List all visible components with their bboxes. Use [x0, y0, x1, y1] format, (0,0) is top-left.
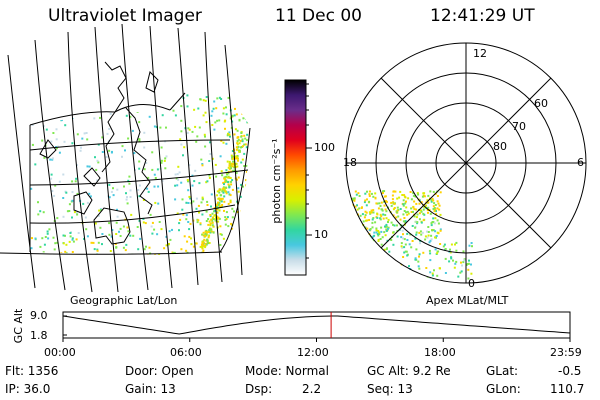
geographic-map [0, 23, 251, 293]
status-glat-value: -0.5 [558, 364, 582, 378]
colorbar-ticks [306, 83, 312, 259]
colorbar-tick-10: 10 [314, 228, 328, 241]
altitude-ytick-1-8: 1.8 [30, 329, 48, 342]
status-ip: IP: 36.0 [5, 382, 51, 396]
polar-mlt-12: 12 [473, 47, 487, 60]
status-glon-label: GLon: [486, 382, 521, 396]
status-mode: Mode: Normal [245, 364, 329, 378]
status-door: Door: Open [125, 364, 194, 378]
polar-mlt-18: 18 [343, 156, 357, 169]
altitude-ylabel: GC Alt [12, 308, 25, 344]
polar-mlt-0: 0 [468, 277, 475, 290]
altitude-curve [62, 315, 571, 335]
polar-plot-label: Apex MLat/MLT [426, 294, 509, 307]
map-meridians [7, 23, 243, 293]
altitude-ytick-9: 9.0 [30, 309, 48, 322]
left-map-label: Geographic Lat/Lon [70, 294, 178, 307]
altitude-ticks [62, 315, 571, 342]
altitude-xtick-0000: 00:00 [44, 346, 76, 359]
altitude-xtick-0600: 06:00 [170, 346, 202, 359]
polar-emission-dots [346, 190, 473, 282]
colorbar-rect [284, 79, 307, 276]
polar-mlt-6: 6 [577, 156, 584, 169]
header-time: 12:41:29 UT [430, 6, 535, 26]
polar-lat-70: 70 [512, 120, 526, 133]
polar-lat-80: 80 [493, 140, 507, 153]
status-glat-label: GLat: [486, 364, 519, 378]
status-seq: Seq: 13 [367, 382, 413, 396]
map-coastlines [39, 61, 159, 245]
status-dsp-label: Dsp: [245, 382, 273, 396]
altitude-plot [62, 311, 571, 342]
status-gain: Gain: 13 [125, 382, 176, 396]
polar-plot [345, 42, 587, 284]
colorbar-label: photon cm⁻²s⁻¹ [270, 138, 283, 224]
polar-lat-60: 60 [534, 97, 548, 110]
status-gc-alt: GC Alt: 9.2 Re [367, 364, 451, 378]
polar-grid [345, 42, 587, 284]
altitude-xtick-1200: 12:00 [297, 346, 329, 359]
altitude-xtick-1800: 18:00 [424, 346, 456, 359]
map-parallels [0, 104, 251, 255]
status-glon-value: 110.7 [550, 382, 585, 396]
map-emission-dots [30, 93, 250, 255]
header-date: 11 Dec 00 [275, 6, 362, 26]
colorbar-tick-100: 100 [314, 141, 335, 154]
instrument-title: Ultraviolet Imager [48, 6, 202, 26]
status-flt: Flt: 1356 [5, 364, 59, 378]
altitude-xtick-2359: 23:59 [550, 346, 582, 359]
colorbar [284, 79, 312, 276]
status-dsp-value: 2.2 [302, 382, 322, 396]
